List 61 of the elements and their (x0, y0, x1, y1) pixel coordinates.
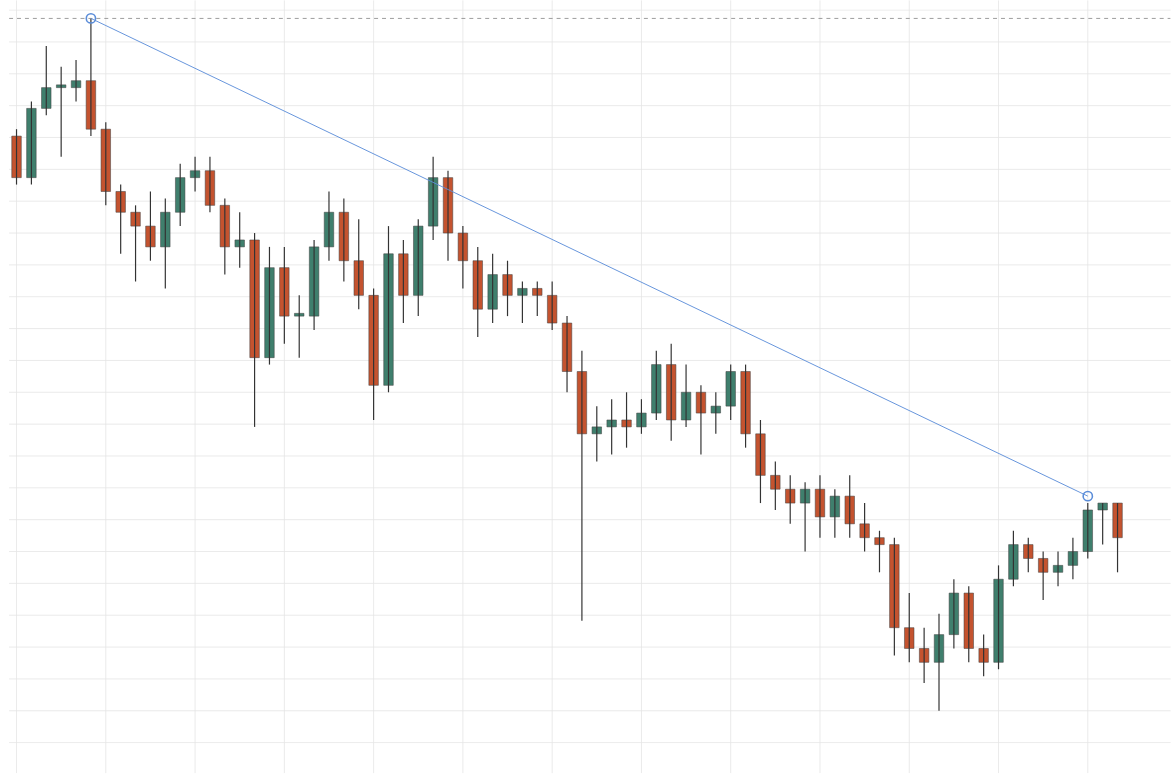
candlestick (978, 633, 989, 677)
candlestick (874, 530, 885, 573)
candlestick (249, 232, 260, 428)
candlestick (532, 280, 543, 317)
candlestick (993, 564, 1004, 670)
candlestick (948, 578, 959, 649)
candlestick (115, 183, 126, 255)
candlestick (26, 100, 37, 186)
candlestick (100, 121, 111, 206)
candlestick (547, 280, 558, 331)
candlestick (398, 239, 409, 324)
candlestick (1112, 502, 1123, 573)
candlestick (844, 474, 855, 539)
candlestick (963, 585, 974, 663)
candlestick (1097, 502, 1108, 546)
candlestick (621, 391, 632, 449)
candlestick (309, 239, 320, 331)
candlestick (1023, 537, 1034, 573)
candlestick (770, 460, 781, 511)
candlestick (457, 225, 468, 289)
candlestick (740, 363, 751, 449)
candlestick (1082, 502, 1093, 559)
candlestick (472, 246, 483, 338)
candlestick (785, 474, 796, 525)
candlestick (1067, 537, 1078, 580)
candlestick (41, 45, 52, 116)
candlestick (710, 391, 721, 435)
candlestick (130, 204, 141, 283)
candlestick (919, 627, 930, 684)
candlestick (1008, 530, 1019, 587)
candlestick (383, 225, 394, 393)
candlestick (666, 343, 677, 442)
candlestick (145, 190, 156, 262)
candlestick (219, 197, 230, 276)
candlestick (264, 246, 275, 366)
candlestick (829, 488, 840, 539)
candlestick (651, 350, 662, 421)
candlestick (160, 197, 171, 289)
candlestick (279, 246, 290, 345)
candlestick (591, 405, 602, 463)
candlestick (725, 363, 736, 421)
candlestick (517, 280, 528, 324)
candlestick (353, 218, 364, 310)
candlestick (413, 218, 424, 317)
candlestick (800, 481, 811, 553)
candlestick (904, 592, 915, 663)
candlestick (606, 398, 617, 456)
candlestick (56, 66, 67, 158)
candlestick (859, 502, 870, 553)
candlestick (175, 163, 186, 227)
candlestick (234, 211, 245, 269)
candlestick (502, 260, 513, 317)
candlestick (338, 197, 349, 283)
candlestick (755, 419, 766, 504)
candlestick (368, 287, 379, 421)
candlestick (636, 398, 647, 435)
candlestick (294, 294, 305, 359)
candlestick (889, 537, 900, 656)
candlestick (487, 253, 498, 324)
candlestick (1038, 550, 1049, 601)
candlestick (11, 128, 22, 186)
